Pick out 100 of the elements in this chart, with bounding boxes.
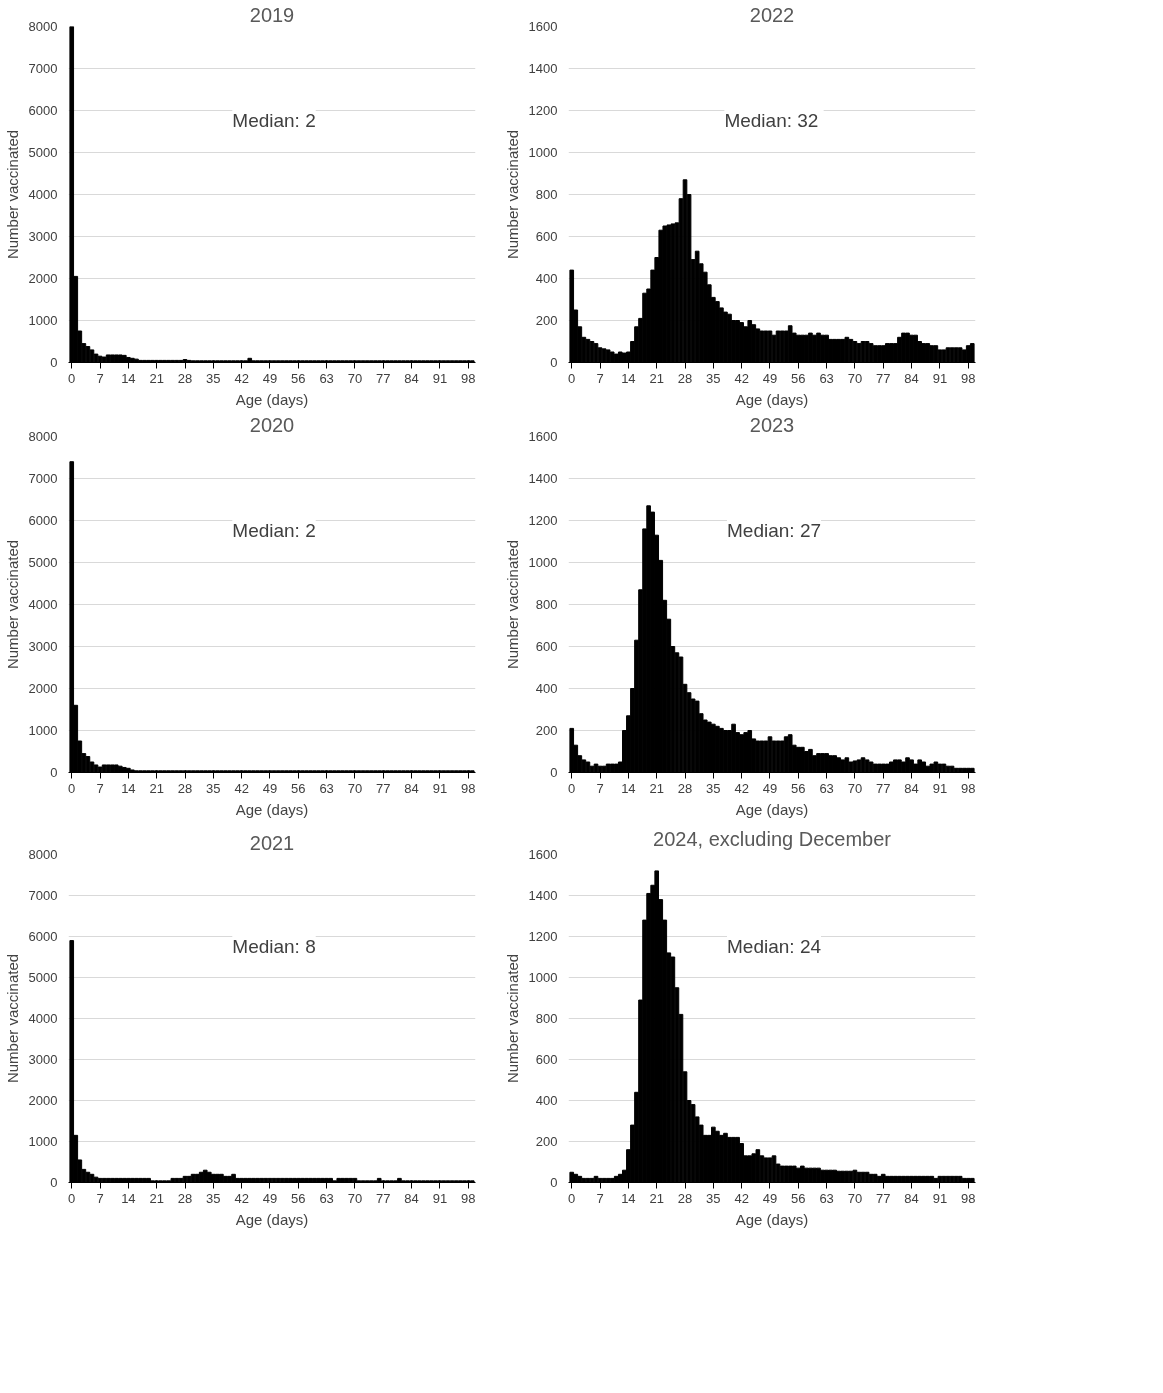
x-tick-label: 0 xyxy=(68,780,76,796)
x-tick-label: 49 xyxy=(262,780,278,796)
y-tick-label: 1000 xyxy=(528,970,558,985)
chart-title: 2023 xyxy=(749,413,795,436)
x-tick-label: 28 xyxy=(177,1190,193,1206)
x-tick-label: 42 xyxy=(234,370,249,386)
x-tick-label: 14 xyxy=(121,370,136,386)
x-tick-label: 91 xyxy=(932,1190,948,1206)
y-tick-label: 2000 xyxy=(28,271,58,286)
annotation: Median: 2 xyxy=(232,110,316,132)
x-tick-label: 28 xyxy=(177,370,193,386)
x-tick-label: 0 xyxy=(568,1190,576,1206)
x-tick-label: 21 xyxy=(649,1190,664,1206)
y-tick-label: 1000 xyxy=(528,555,558,570)
y-tick-label: 0 xyxy=(550,765,558,780)
x-tick-label: 14 xyxy=(621,1190,636,1206)
x-tick-label: 56 xyxy=(791,780,806,796)
y-tick-label: 0 xyxy=(550,1175,558,1190)
x-axis-title: Age (days) xyxy=(735,1210,809,1228)
x-tick-label: 49 xyxy=(762,1190,778,1206)
x-tick-label: 7 xyxy=(96,1190,104,1206)
y-tick-label: 1600 xyxy=(528,429,558,444)
x-tick-label: 98 xyxy=(960,370,976,386)
x-tick-label: 56 xyxy=(791,1190,806,1206)
x-tick-label: 49 xyxy=(762,780,778,796)
x-tick-label: 42 xyxy=(734,370,749,386)
x-tick-label: 98 xyxy=(960,780,976,796)
x-tick-label: 42 xyxy=(734,1190,749,1206)
chart-title: 2022 xyxy=(749,3,795,26)
x-tick-label: 49 xyxy=(262,370,278,386)
x-tick-label: 42 xyxy=(234,1190,249,1206)
x-tick-label: 0 xyxy=(68,1190,76,1206)
x-tick-label: 7 xyxy=(596,370,604,386)
x-tick-label: 77 xyxy=(876,780,891,796)
y-tick-label: 0 xyxy=(50,355,58,370)
x-tick-label: 49 xyxy=(262,1190,278,1206)
x-tick-label: 98 xyxy=(460,370,476,386)
y-tick-label: 6000 xyxy=(28,513,58,528)
x-tick-label: 70 xyxy=(347,1190,363,1206)
x-tick-label: 21 xyxy=(149,1190,164,1206)
y-tick-label: 0 xyxy=(550,355,558,370)
x-tick-label: 28 xyxy=(677,780,693,796)
x-tick-label: 77 xyxy=(876,1190,891,1206)
y-tick-label: 5000 xyxy=(28,555,58,570)
x-tick-label: 49 xyxy=(762,370,778,386)
x-tick-label: 14 xyxy=(121,1190,136,1206)
y-tick-label: 600 xyxy=(535,639,558,654)
y-tick-label: 1000 xyxy=(28,1134,58,1149)
x-tick-label: 35 xyxy=(206,1190,221,1206)
y-tick-label: 800 xyxy=(535,1011,558,1026)
y-tick-label: 400 xyxy=(535,271,558,286)
x-tick-label: 70 xyxy=(347,370,363,386)
x-tick-label: 0 xyxy=(568,780,576,796)
y-tick-label: 1400 xyxy=(528,888,558,903)
x-tick-label: 7 xyxy=(596,1190,604,1206)
x-tick-label: 56 xyxy=(291,1190,306,1206)
x-tick-label: 63 xyxy=(819,780,834,796)
y-tick-label: 2000 xyxy=(28,1093,58,1108)
y-tick-label: 1600 xyxy=(528,19,558,34)
x-tick-label: 56 xyxy=(791,370,806,386)
x-tick-label: 77 xyxy=(376,1190,391,1206)
y-tick-label: 800 xyxy=(535,597,558,612)
x-tick-label: 56 xyxy=(291,370,306,386)
annotation: Median: 2 xyxy=(232,520,316,542)
x-tick-label: 63 xyxy=(819,370,834,386)
x-tick-label: 21 xyxy=(149,370,164,386)
annotation: Median: 32 xyxy=(724,110,819,132)
y-tick-label: 200 xyxy=(535,1134,558,1149)
y-tick-label: 5000 xyxy=(28,970,58,985)
y-tick-label: 1600 xyxy=(528,847,558,862)
y-tick-label: 1200 xyxy=(528,929,558,944)
x-tick-label: 7 xyxy=(96,370,104,386)
x-tick-label: 84 xyxy=(904,1190,919,1206)
y-tick-label: 7000 xyxy=(28,471,58,486)
y-tick-label: 1000 xyxy=(528,145,558,160)
y-tick-label: 7000 xyxy=(28,888,58,903)
y-tick-label: 200 xyxy=(535,313,558,328)
y-tick-label: 1200 xyxy=(528,513,558,528)
chart-title: 2020 xyxy=(249,413,295,436)
annotation: Median: 27 xyxy=(727,520,822,542)
x-tick-label: 35 xyxy=(206,370,221,386)
x-tick-label: 7 xyxy=(596,780,604,796)
x-tick-label: 63 xyxy=(319,370,334,386)
y-axis-title: Number vaccinated xyxy=(3,539,21,670)
x-tick-label: 91 xyxy=(432,780,448,796)
x-tick-label: 28 xyxy=(177,780,193,796)
x-tick-label: 98 xyxy=(460,1190,476,1206)
y-axis-title: Number vaccinated xyxy=(3,953,21,1084)
y-tick-label: 4000 xyxy=(28,1011,58,1026)
chart-title: 2021 xyxy=(249,831,295,854)
y-tick-label: 8000 xyxy=(28,429,58,444)
x-tick-label: 98 xyxy=(460,780,476,796)
x-tick-label: 91 xyxy=(432,370,448,386)
y-tick-label: 2000 xyxy=(28,681,58,696)
y-tick-label: 600 xyxy=(535,229,558,244)
annotation: Median: 8 xyxy=(232,935,316,957)
x-tick-label: 70 xyxy=(847,1190,863,1206)
x-axis-title: Age (days) xyxy=(235,800,309,818)
y-tick-label: 800 xyxy=(535,187,558,202)
y-tick-label: 600 xyxy=(535,1052,558,1067)
